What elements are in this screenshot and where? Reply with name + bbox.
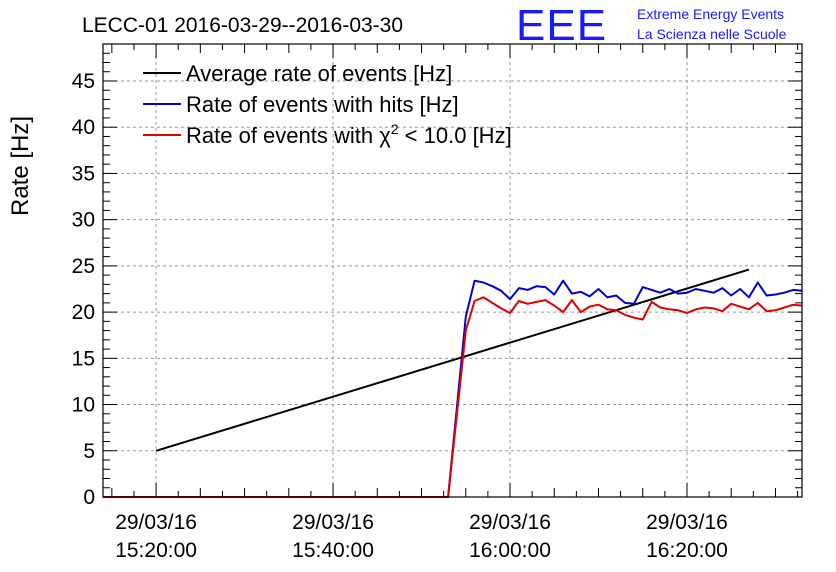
y-tick-label: 5 bbox=[83, 440, 95, 463]
axis-frame bbox=[102, 43, 803, 498]
plot-frame bbox=[102, 43, 803, 498]
x-tick-time: 15:40:00 bbox=[292, 539, 374, 562]
series-line-1 bbox=[155, 268, 750, 452]
grid-lines bbox=[103, 44, 802, 497]
x-tick-date: 29/03/16 bbox=[115, 511, 197, 534]
y-axis-label: Rate [Hz] bbox=[7, 116, 34, 216]
y-tick-label: 45 bbox=[72, 70, 95, 93]
y-tick-label: 30 bbox=[72, 209, 95, 232]
y-tick-labels: 0 5 10 15 20 25 30 35 40 45 bbox=[72, 70, 95, 509]
x-tick-time: 16:20:00 bbox=[646, 539, 728, 562]
eee-logo-line1: Extreme Energy Events bbox=[637, 6, 784, 22]
series-layer bbox=[103, 268, 803, 498]
series-line-3 bbox=[103, 296, 803, 498]
x-tick-labels: 29/03/16 15:20:00 29/03/16 15:40:00 29/03/16… bbox=[115, 511, 728, 562]
y-tick-label: 35 bbox=[72, 162, 95, 185]
eee-logo: EEE Extreme Energy Events La Scienza nel… bbox=[516, 1, 787, 50]
series-line-2 bbox=[103, 279, 803, 498]
legend-label-2: Rate of events with hits [Hz] bbox=[186, 92, 459, 117]
y-tick-label: 20 bbox=[72, 301, 95, 324]
y-tick-label: 25 bbox=[72, 255, 95, 278]
x-tick-time: 15:20:00 bbox=[115, 539, 197, 562]
y-tick-label: 10 bbox=[72, 394, 95, 417]
y-tick-label: 0 bbox=[83, 486, 95, 509]
x-tick-date: 29/03/16 bbox=[292, 511, 374, 534]
y-tick-label: 15 bbox=[72, 347, 95, 370]
eee-logo-line2: La Scienza nelle Scuole bbox=[637, 26, 787, 42]
legend-label-3: Rate of events with χ2 < 10.0 [Hz] bbox=[186, 121, 512, 148]
legend-label-1: Average rate of events [Hz] bbox=[186, 61, 452, 86]
x-tick-time: 16:00:00 bbox=[469, 539, 551, 562]
y-tick-label: 40 bbox=[72, 116, 95, 139]
legend: Average rate of events [Hz] Rate of event… bbox=[143, 61, 512, 148]
eee-logo-mark: EEE bbox=[516, 1, 607, 50]
x-tick-date: 29/03/16 bbox=[646, 511, 728, 534]
chart-title: LECC-01 2016-03-29--2016-03-30 bbox=[82, 14, 403, 37]
x-tick-date: 29/03/16 bbox=[469, 511, 551, 534]
